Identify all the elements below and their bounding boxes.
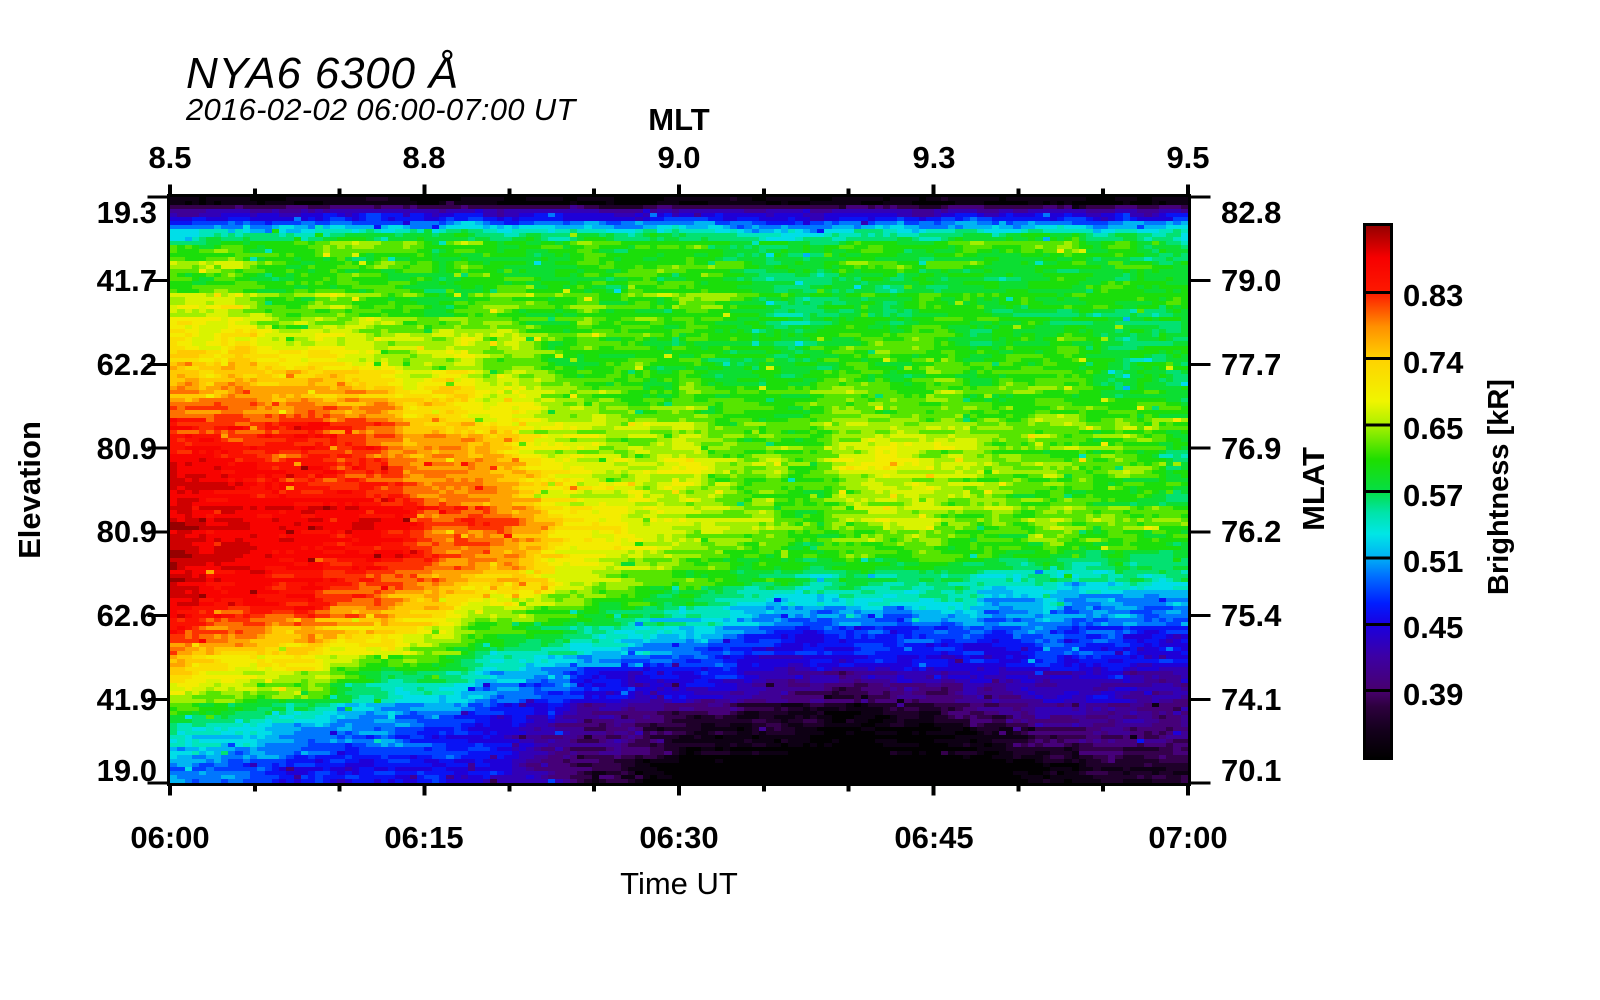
svg-text:0.74: 0.74 (1403, 345, 1464, 380)
svg-text:62.2: 62.2 (97, 347, 157, 382)
svg-text:07:00: 07:00 (1148, 820, 1227, 855)
svg-text:0.57: 0.57 (1403, 478, 1463, 513)
svg-text:76.2: 76.2 (1221, 514, 1281, 549)
svg-text:MLT: MLT (648, 102, 709, 137)
svg-text:41.7: 41.7 (97, 263, 157, 298)
svg-text:8.8: 8.8 (402, 140, 445, 175)
svg-text:2016-02-02 06:00-07:00 UT: 2016-02-02 06:00-07:00 UT (185, 92, 577, 127)
svg-text:06:15: 06:15 (384, 820, 463, 855)
svg-text:62.6: 62.6 (97, 598, 157, 633)
svg-text:80.9: 80.9 (97, 431, 157, 466)
svg-text:82.8: 82.8 (1221, 195, 1281, 230)
svg-text:19.0: 19.0 (97, 753, 157, 788)
svg-text:06:45: 06:45 (894, 820, 973, 855)
svg-text:9.3: 9.3 (912, 140, 955, 175)
svg-text:MLAT: MLAT (1296, 447, 1331, 531)
svg-text:Time UT: Time UT (620, 866, 738, 901)
svg-text:0.65: 0.65 (1403, 411, 1463, 446)
svg-text:80.9: 80.9 (97, 514, 157, 549)
svg-text:70.1: 70.1 (1221, 753, 1281, 788)
svg-text:9.0: 9.0 (657, 140, 700, 175)
svg-text:41.9: 41.9 (97, 682, 157, 717)
svg-text:9.5: 9.5 (1166, 140, 1209, 175)
svg-text:74.1: 74.1 (1221, 682, 1281, 717)
svg-text:Brightness [kR]: Brightness [kR] (1483, 379, 1515, 595)
svg-text:77.7: 77.7 (1221, 347, 1281, 382)
svg-text:06:00: 06:00 (130, 820, 209, 855)
svg-text:0.83: 0.83 (1403, 278, 1463, 313)
svg-text:76.9: 76.9 (1221, 431, 1281, 466)
svg-text:NYA6 6300 Å: NYA6 6300 Å (186, 49, 459, 98)
svg-text:0.45: 0.45 (1403, 610, 1463, 645)
svg-text:Elevation: Elevation (12, 421, 47, 559)
svg-text:19.3: 19.3 (97, 195, 157, 230)
svg-text:0.39: 0.39 (1403, 677, 1463, 712)
svg-text:06:30: 06:30 (639, 820, 718, 855)
svg-text:79.0: 79.0 (1221, 263, 1281, 298)
svg-text:0.51: 0.51 (1403, 544, 1463, 579)
svg-text:75.4: 75.4 (1221, 598, 1282, 633)
svg-text:8.5: 8.5 (148, 140, 191, 175)
